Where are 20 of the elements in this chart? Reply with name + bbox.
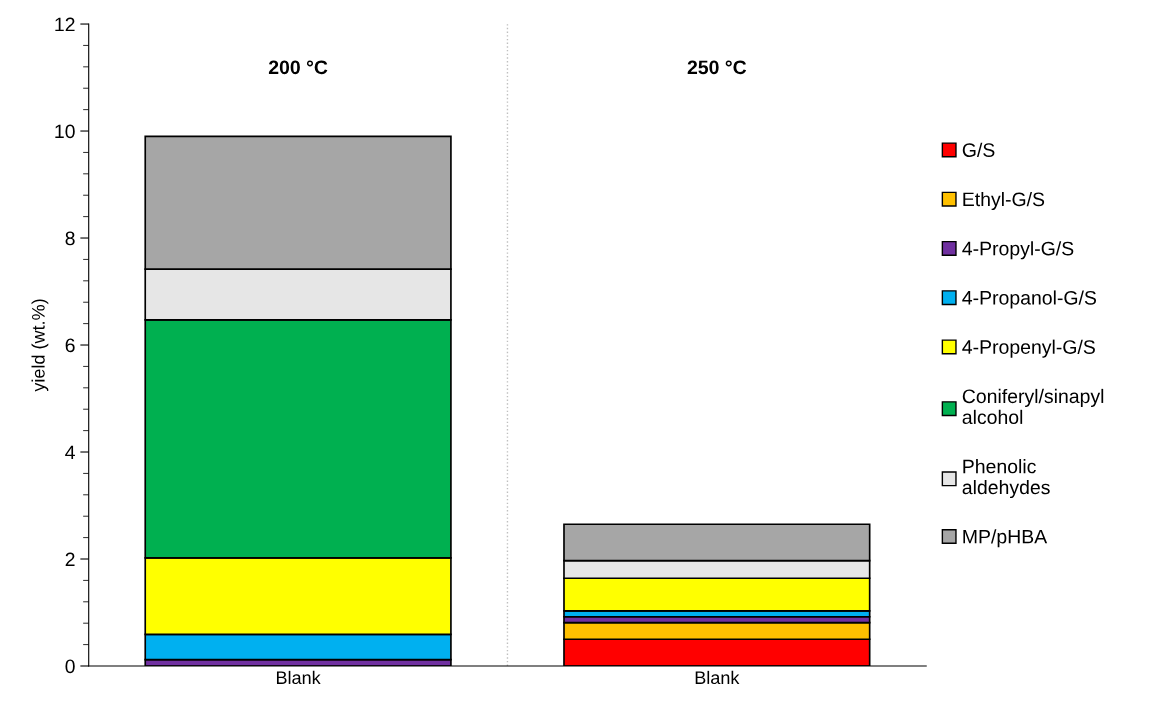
y-tick-label: 8 bbox=[65, 231, 75, 246]
y-tick-label: 12 bbox=[55, 17, 75, 32]
annotation: 250 °C bbox=[687, 60, 747, 75]
y-tick-label: 0 bbox=[65, 659, 75, 674]
y-tick-label: 6 bbox=[65, 338, 75, 353]
legend-label: 4-Propenyl-G/S bbox=[962, 339, 1095, 358]
legend-label: Coniferyl/sinapyl alcohol bbox=[962, 388, 1104, 425]
y-tick-label: 4 bbox=[65, 445, 75, 460]
legend-label: Ethyl-G/S bbox=[963, 191, 1045, 211]
y-axis-title: yield (wt.%) bbox=[31, 299, 49, 392]
legend-label: G/S bbox=[962, 142, 995, 157]
annotation: 200 °C bbox=[268, 60, 328, 75]
y-tick-label: 10 bbox=[55, 124, 75, 139]
y-tick-label: 2 bbox=[65, 552, 75, 567]
x-tick-label: Blank bbox=[276, 670, 321, 685]
legend-label: Phenolic aldehydes bbox=[962, 459, 1050, 499]
legend-label: 4-Propanol-G/S bbox=[962, 290, 1097, 309]
legend-label: 4-Propyl-G/S bbox=[962, 241, 1074, 260]
x-tick-label: Blank bbox=[695, 670, 740, 685]
legend-label: MP/pHBA bbox=[963, 529, 1048, 548]
